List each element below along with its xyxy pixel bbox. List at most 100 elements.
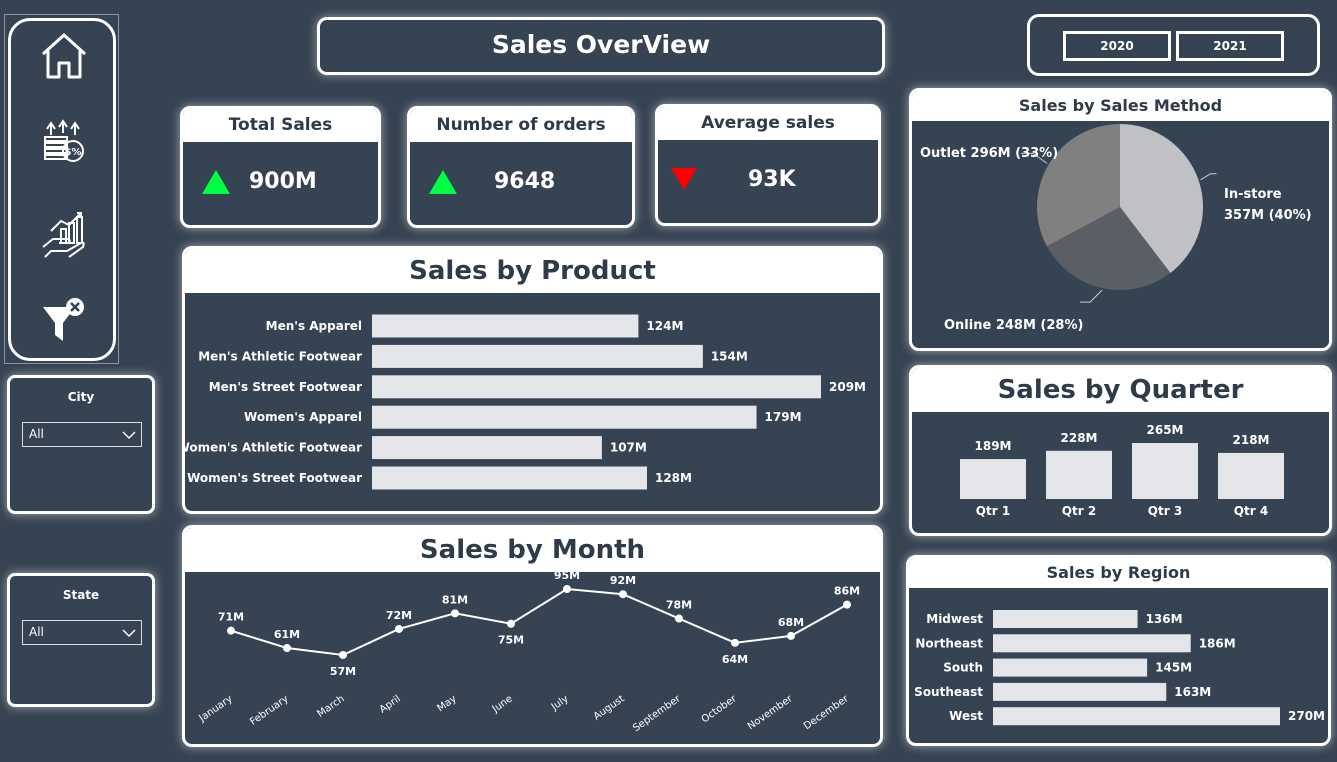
tick-label: October bbox=[700, 693, 740, 725]
kpi-number-of-orders: Number of orders 9648 bbox=[407, 106, 635, 228]
money-growth-icon[interactable]: $% bbox=[37, 117, 91, 171]
clear-filter-icon[interactable] bbox=[37, 295, 91, 349]
sales-by-month-chart: 71M January 61M February 57M March 72M April 81M… bbox=[197, 572, 861, 734]
bar[interactable] bbox=[1132, 443, 1198, 499]
pie-slice[interactable] bbox=[1046, 207, 1171, 290]
nav-frame bbox=[4, 14, 119, 364]
data-label: 72M bbox=[386, 609, 412, 622]
category-label: Northeast bbox=[915, 636, 983, 650]
sales-by-product-chart: Men's Apparel 124M Men's Athletic Footwear… bbox=[185, 314, 866, 490]
tick-label: February bbox=[248, 693, 291, 727]
data-label: 154M bbox=[711, 349, 748, 363]
kpi-value: 9648 bbox=[494, 169, 556, 194]
kpi-title: Number of orders bbox=[410, 109, 632, 142]
bar[interactable] bbox=[372, 344, 703, 368]
kpi-total-sales: Total Sales 900M bbox=[180, 106, 381, 228]
data-label: 86M bbox=[834, 585, 860, 598]
bar[interactable] bbox=[1046, 450, 1112, 499]
sales-by-method-chart: In-store 357M (40%) Online 248M (28%) Outle… bbox=[920, 124, 1312, 333]
nav-sidebar: $% bbox=[8, 18, 116, 361]
leader-line bbox=[1021, 152, 1048, 164]
sales-by-month-card: Sales by Month 71M January 61M February 57M M… bbox=[182, 525, 883, 747]
state-slicer: State All bbox=[7, 573, 155, 707]
svg-text:$%: $% bbox=[65, 147, 82, 158]
data-label: 107M bbox=[610, 441, 647, 455]
bar[interactable] bbox=[372, 405, 757, 429]
data-label: 92M bbox=[610, 574, 636, 587]
trend-up-icon bbox=[202, 170, 230, 194]
data-point[interactable] bbox=[787, 631, 795, 640]
bar[interactable] bbox=[993, 707, 1280, 726]
sales-chart-hand-icon[interactable] bbox=[37, 207, 91, 261]
data-point[interactable] bbox=[227, 626, 235, 635]
bar[interactable] bbox=[372, 436, 602, 460]
sales-by-region-chart: Midwest 136M Northeast 186M South 145M Southea… bbox=[914, 610, 1325, 726]
home-icon[interactable] bbox=[37, 29, 91, 83]
data-label: 179M bbox=[765, 410, 802, 424]
tick-label: May bbox=[435, 693, 458, 714]
tick-label: September bbox=[631, 693, 683, 734]
bar[interactable] bbox=[993, 658, 1148, 677]
data-label: 71M bbox=[218, 611, 244, 624]
tick-label: January bbox=[197, 693, 235, 724]
category-label: Qtr 1 bbox=[976, 504, 1010, 518]
category-label: South bbox=[943, 661, 983, 675]
category-label: Men's Apparel bbox=[266, 319, 362, 333]
year-button-2020[interactable]: 2020 bbox=[1063, 31, 1171, 61]
category-label: Qtr 3 bbox=[1148, 504, 1182, 518]
bar[interactable] bbox=[993, 610, 1138, 628]
data-point[interactable] bbox=[563, 585, 571, 593]
page-title: Sales OverView bbox=[317, 17, 885, 75]
sales-by-product-card: Sales by Product Men's Apparel 124M Men's … bbox=[182, 246, 883, 514]
pie-slice[interactable] bbox=[1037, 124, 1120, 247]
data-label: 209M bbox=[829, 380, 866, 394]
bar[interactable] bbox=[372, 466, 647, 490]
tick-label: December bbox=[802, 693, 852, 732]
sales-by-quarter-card: Sales by Quarter 189M Qtr 1 228M Qtr 2 265M Q… bbox=[909, 365, 1332, 536]
city-slicer-title: City bbox=[67, 390, 95, 404]
kpi-title: Total Sales bbox=[183, 109, 378, 142]
tick-label: April bbox=[378, 693, 403, 715]
sales-by-quarter-chart: 189M Qtr 1 228M Qtr 2 265M Qtr 3 218M Qtr 4 bbox=[960, 423, 1284, 518]
bar[interactable] bbox=[1218, 452, 1284, 499]
city-dropdown[interactable]: All bbox=[22, 422, 142, 447]
data-label: 128M bbox=[655, 471, 692, 485]
data-label: 64M bbox=[722, 653, 748, 666]
tick-label: March bbox=[315, 693, 346, 719]
data-label: 186M bbox=[1199, 636, 1236, 650]
pie-slice[interactable] bbox=[1120, 124, 1203, 273]
data-point[interactable] bbox=[395, 624, 403, 633]
data-label: 124M bbox=[646, 319, 683, 333]
category-label: West bbox=[949, 709, 983, 723]
data-point[interactable] bbox=[675, 614, 683, 623]
tick-label: June bbox=[490, 693, 515, 715]
trend-down-icon bbox=[671, 168, 697, 190]
category-label: Women's Athletic Footwear bbox=[185, 441, 362, 455]
data-label: 145M bbox=[1155, 661, 1192, 675]
bar[interactable] bbox=[372, 314, 639, 338]
data-point[interactable] bbox=[731, 638, 739, 647]
data-point[interactable] bbox=[619, 590, 627, 599]
data-label: 61M bbox=[274, 628, 300, 641]
data-label: 81M bbox=[442, 593, 468, 606]
leader-line bbox=[1080, 289, 1103, 303]
year-button-2021[interactable]: 2021 bbox=[1176, 31, 1284, 61]
data-point[interactable] bbox=[339, 651, 347, 659]
data-label: 218M bbox=[1233, 433, 1270, 447]
state-dropdown[interactable]: All bbox=[22, 620, 142, 645]
kpi-value: 93K bbox=[748, 167, 796, 192]
bar[interactable] bbox=[993, 682, 1167, 701]
category-label: Midwest bbox=[926, 612, 983, 626]
data-point[interactable] bbox=[283, 644, 291, 653]
category-label: Southeast bbox=[914, 685, 983, 699]
data-point[interactable] bbox=[843, 600, 851, 609]
bar[interactable] bbox=[372, 375, 821, 399]
bar[interactable] bbox=[960, 459, 1026, 499]
data-point[interactable] bbox=[507, 619, 515, 628]
bar[interactable] bbox=[993, 634, 1191, 653]
series-line bbox=[230, 587, 848, 657]
sales-by-region-card: Sales by Region Midwest 136M Northeast 186M… bbox=[906, 555, 1331, 746]
kpi-average-sales: Average sales 93K bbox=[655, 104, 881, 226]
data-point[interactable] bbox=[451, 609, 459, 618]
data-label: 68M bbox=[778, 616, 804, 629]
